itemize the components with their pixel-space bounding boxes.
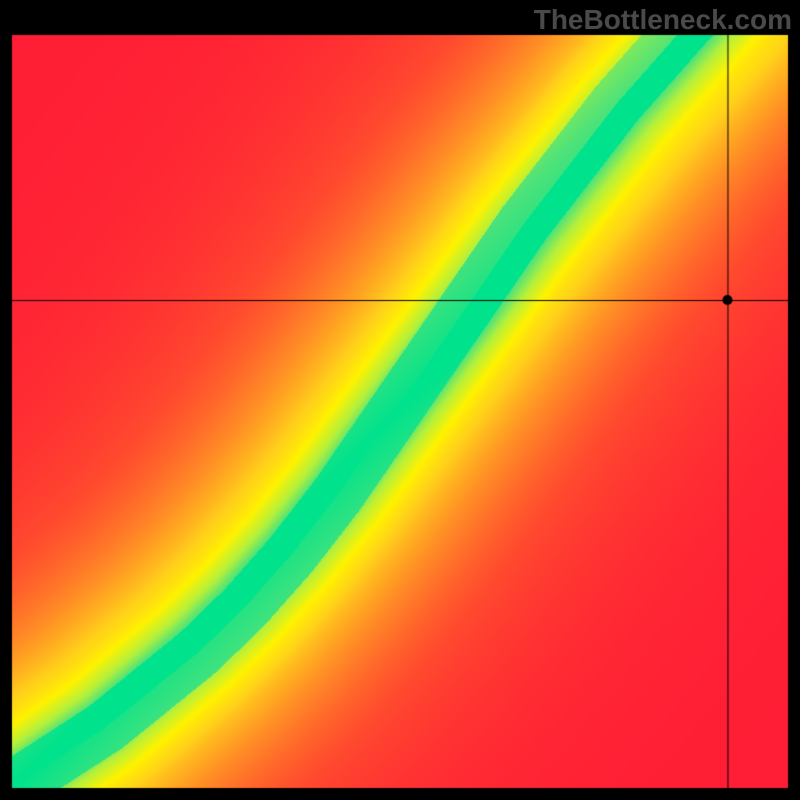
watermark-text: TheBottleneck.com xyxy=(534,4,792,36)
bottleneck-heatmap xyxy=(0,0,800,800)
